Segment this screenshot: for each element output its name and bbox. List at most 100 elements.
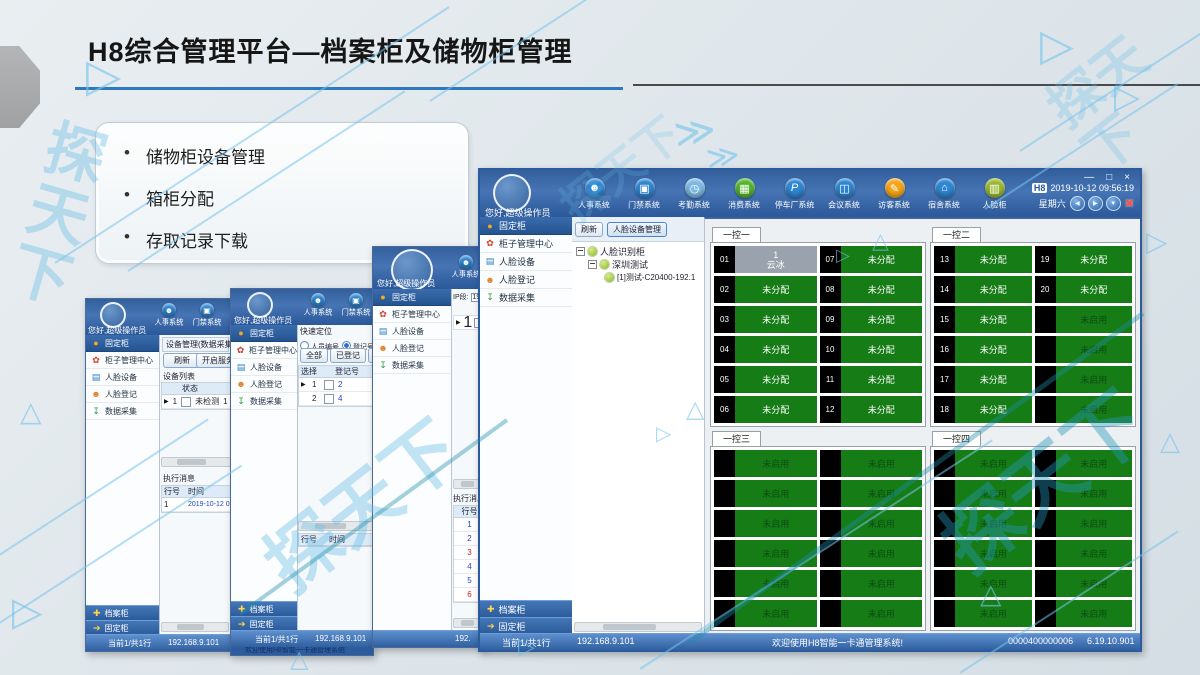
nav-item[interactable]: ☻ 人事系统	[301, 293, 335, 318]
sidebar-item[interactable]: ● 固定柜	[480, 217, 572, 235]
locker-cell[interactable]: 16 未分配	[934, 336, 1032, 363]
locker-cell[interactable]: 07 未分配	[819, 246, 922, 273]
locker-cell[interactable]: 01 1 云冰	[714, 246, 817, 273]
locker-cell[interactable]: 06 未分配	[714, 396, 817, 423]
tree-expander-icon[interactable]	[576, 247, 585, 256]
locker-cell[interactable]: 11 未分配	[819, 366, 922, 393]
nav-item[interactable]: ▦ 消费系统	[724, 178, 765, 211]
horizontal-scrollbar[interactable]	[453, 618, 485, 628]
sidebar-item[interactable]: ▤ 人脸设备	[373, 323, 451, 340]
locker-cell[interactable]: 02 未分配	[714, 276, 817, 303]
horizontal-scrollbar[interactable]	[574, 622, 702, 632]
tree-node-group[interactable]: 深圳测试	[574, 258, 704, 271]
sidebar-item[interactable]: ↧ 数据采集	[480, 289, 572, 307]
filter-button[interactable]: 全部	[300, 348, 328, 363]
nav-item[interactable]: ▣ 门禁系统	[190, 303, 224, 328]
date-nav-button[interactable]: ▶	[1087, 196, 1103, 211]
bottom-nav-item[interactable]: ✚ 档案柜	[231, 601, 297, 616]
locker-cell[interactable]: 18 未分配	[934, 396, 1032, 423]
locker-cell[interactable]: 未启用	[819, 480, 922, 507]
locker-cell[interactable]: 未启用	[1034, 336, 1132, 363]
locker-cell[interactable]: 未启用	[714, 600, 817, 627]
sidebar-item[interactable]: ↧ 数据采集	[231, 393, 297, 410]
locker-cell[interactable]: 未启用	[714, 510, 817, 537]
bottom-nav-item[interactable]: ➔ 固定柜	[86, 620, 159, 635]
locker-cell[interactable]: 20 未分配	[1034, 276, 1132, 303]
locker-cell[interactable]: 未启用	[934, 510, 1032, 537]
close-panel-icon[interactable]: ✖	[1124, 198, 1134, 210]
table-row[interactable]: ▶ 1 2	[299, 378, 373, 392]
horizontal-scrollbar[interactable]	[453, 479, 485, 489]
locker-cell[interactable]: 12 未分配	[819, 396, 922, 423]
sidebar-item[interactable]: ● 固定柜	[231, 325, 297, 342]
locker-cell[interactable]: 未启用	[1034, 540, 1132, 567]
controller-tab[interactable]: 一控四	[932, 431, 982, 447]
locker-cell[interactable]: 未启用	[819, 600, 922, 627]
locker-cell[interactable]: 未启用	[934, 570, 1032, 597]
filter-button[interactable]: 已登记	[330, 348, 366, 363]
face-device-manage-button[interactable]: 人脸设备管理	[607, 221, 667, 237]
checkbox[interactable]	[324, 379, 334, 390]
bottom-nav-item[interactable]: ✚ 档案柜	[86, 605, 159, 620]
controller-tab[interactable]: 一控一	[712, 227, 762, 243]
sidebar-item[interactable]: ☻ 人脸登记	[480, 271, 572, 289]
nav-item[interactable]: ▣ 门禁系统	[624, 178, 665, 211]
locker-cell[interactable]: 未启用	[1034, 480, 1132, 507]
controller-tab[interactable]: 一控二	[932, 227, 982, 243]
sidebar-item[interactable]: ● 固定柜	[86, 335, 159, 352]
table-row[interactable]: 1	[454, 518, 485, 532]
locker-cell[interactable]: 03 未分配	[714, 306, 817, 333]
table-row[interactable]: 2	[454, 532, 485, 546]
nav-item[interactable]: ☻ 人事系统	[574, 178, 615, 211]
sidebar-item[interactable]: ▤ 人脸设备	[86, 369, 159, 386]
locker-cell[interactable]: 未启用	[1034, 570, 1132, 597]
tree-node-device[interactable]: [1]测试-C20400-192.1	[574, 271, 704, 284]
locker-cell[interactable]: 14 未分配	[934, 276, 1032, 303]
date-nav-button[interactable]: ▼	[1105, 196, 1121, 211]
locker-cell[interactable]: 04 未分配	[714, 336, 817, 363]
locker-cell[interactable]: 05 未分配	[714, 366, 817, 393]
locker-cell[interactable]: 未启用	[934, 480, 1032, 507]
sidebar-item[interactable]: ☻ 人脸登记	[86, 386, 159, 403]
locker-cell[interactable]: 未启用	[1034, 396, 1132, 423]
sidebar-item[interactable]: ☻ 人脸登记	[231, 376, 297, 393]
locker-cell[interactable]: 15 未分配	[934, 306, 1032, 333]
table-row[interactable]: ▶ 1 未检测 1	[162, 395, 231, 409]
locker-cell[interactable]: 未启用	[1034, 450, 1132, 477]
locker-cell[interactable]: 未启用	[934, 600, 1032, 627]
nav-item[interactable]: ◷ 考勤系统	[674, 178, 715, 211]
locker-cell[interactable]: 未启用	[819, 510, 922, 537]
sidebar-item[interactable]: ✿ 柜子管理中心	[373, 306, 451, 323]
bottom-nav-item[interactable]: ➔ 固定柜	[480, 617, 572, 634]
locker-cell[interactable]: 19 未分配	[1034, 246, 1132, 273]
sidebar-item[interactable]: ↧ 数据采集	[373, 357, 451, 374]
locker-cell[interactable]: 未启用	[1034, 306, 1132, 333]
nav-item[interactable]: ▥ 人脸柜	[974, 178, 1015, 211]
table-row[interactable]: 5	[454, 574, 485, 588]
sidebar-item[interactable]: ▤ 人脸设备	[480, 253, 572, 271]
checkbox[interactable]	[324, 393, 334, 404]
tree-expander-icon[interactable]	[588, 260, 597, 269]
locker-cell[interactable]: 10 未分配	[819, 336, 922, 363]
locker-cell[interactable]: 08 未分配	[819, 276, 922, 303]
locker-cell[interactable]: 未启用	[714, 540, 817, 567]
horizontal-scrollbar[interactable]	[161, 622, 229, 632]
bottom-nav-item[interactable]: ➔ 固定柜	[231, 616, 297, 631]
table-row[interactable]: 4	[454, 560, 485, 574]
locker-cell[interactable]: 未启用	[934, 540, 1032, 567]
locker-cell[interactable]: 未启用	[1034, 366, 1132, 393]
locker-cell[interactable]: 未启用	[1034, 510, 1132, 537]
locker-cell[interactable]: 未启用	[714, 450, 817, 477]
controller-tab[interactable]: 一控三	[712, 431, 762, 447]
date-nav-button[interactable]: ◀	[1069, 196, 1085, 211]
nav-item[interactable]: ☻ 人事系统	[152, 303, 186, 328]
horizontal-scrollbar[interactable]	[161, 457, 231, 467]
horizontal-scrollbar[interactable]	[298, 521, 373, 531]
bottom-nav-item[interactable]: ✚ 档案柜	[480, 600, 572, 617]
sidebar-item[interactable]: ✿ 柜子管理中心	[480, 235, 572, 253]
refresh-button[interactable]: 刷新	[575, 221, 603, 237]
table-row[interactable]: 3	[454, 546, 485, 560]
locker-cell[interactable]: 17 未分配	[934, 366, 1032, 393]
sidebar-item[interactable]: ✿ 柜子管理中心	[86, 352, 159, 369]
nav-item[interactable]: ✎ 访客系统	[874, 178, 915, 211]
